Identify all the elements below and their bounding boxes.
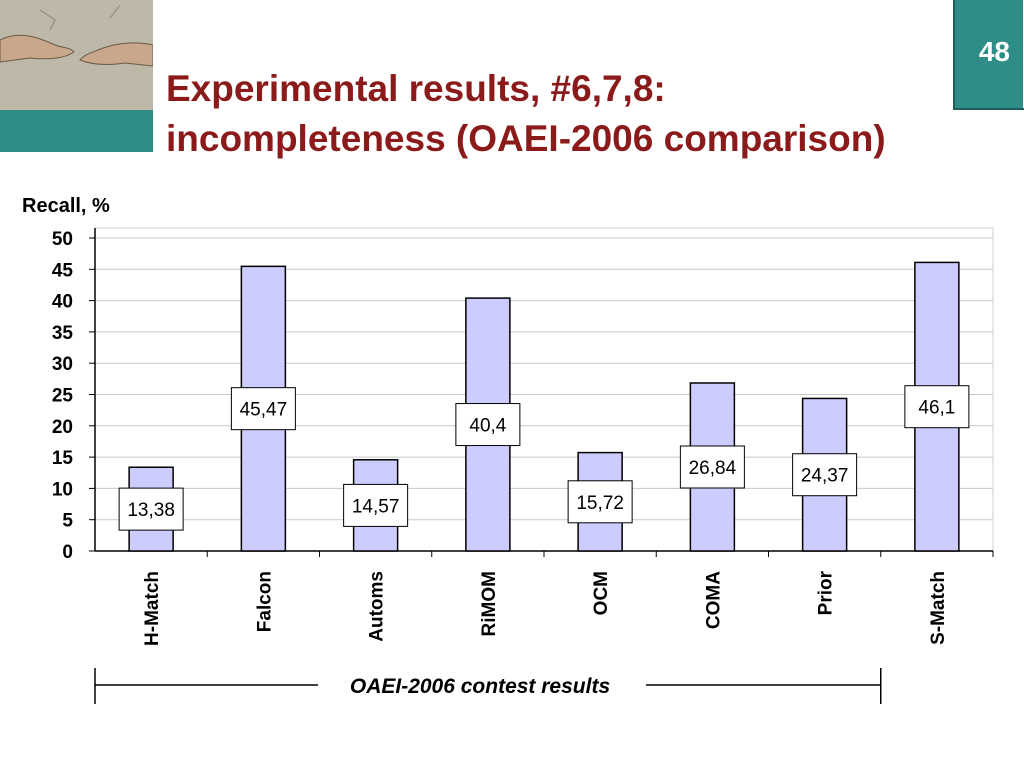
y-axis-label: Recall, % — [22, 195, 110, 217]
data-label: 40,4 — [469, 416, 506, 437]
y-tick-label: 25 — [52, 386, 74, 407]
x-tick-label: S-Match — [928, 571, 949, 645]
data-label: 24,37 — [801, 466, 849, 487]
slide-title-line-1: Experimental results, #6,7,8: — [166, 68, 666, 109]
data-label: 13,38 — [127, 500, 175, 521]
data-label: 45,47 — [240, 400, 288, 421]
data-label-box — [679, 445, 745, 489]
data-label: 15,72 — [576, 493, 624, 514]
y-tick-label: 10 — [52, 479, 73, 500]
x-tick-label: COMA — [703, 571, 724, 629]
data-label-box — [792, 453, 858, 497]
y-tick-label: 35 — [52, 323, 74, 344]
y-tick-label: 15 — [52, 448, 74, 469]
data-label: 26,84 — [689, 458, 737, 479]
logo — [0, 0, 153, 152]
y-tick-label: 45 — [52, 260, 74, 281]
y-tick-label: 20 — [52, 417, 73, 438]
bar-chart: 0 5 10 15 20 25 30 35 40 45 50 Recall, % 13,38 H-Matc… — [22, 195, 994, 704]
x-tick-label: Automs — [367, 571, 388, 642]
y-tick-label: 5 — [62, 511, 73, 532]
slide-number: 48 — [978, 36, 1010, 67]
data-label-box — [455, 403, 521, 447]
plot-area — [94, 227, 994, 552]
data-label-box — [567, 480, 633, 524]
data-label-box — [343, 483, 409, 527]
x-tick-label: RiMOM — [479, 571, 500, 636]
x-tick-label: OCM — [591, 571, 612, 615]
slide-number-box: 48 — [953, 0, 1024, 110]
data-label-box — [230, 387, 296, 431]
data-label: 46,1 — [918, 398, 955, 419]
x-tick-label: H-Match — [142, 571, 163, 646]
group-bracket-label: OAEI-2006 contest results — [350, 675, 610, 698]
y-tick-label: 0 — [62, 542, 73, 563]
slide-title-line-2: incompleteness (OAEI-2006 comparison) — [166, 118, 886, 159]
y-tick-label: 40 — [52, 292, 73, 313]
y-tick-label: 30 — [52, 354, 73, 375]
x-tick-label: Falcon — [254, 571, 275, 632]
data-label: 14,57 — [352, 496, 400, 517]
slide-title: Experimental results, #6,7,8: incomplete… — [166, 64, 1006, 164]
data-label-box — [904, 385, 970, 429]
data-label-box — [118, 487, 184, 531]
y-tick-label: 50 — [52, 229, 73, 250]
logo-band — [0, 110, 153, 152]
x-tick-label: Prior — [816, 570, 837, 615]
creation-of-adam-hands-icon — [0, 0, 153, 110]
